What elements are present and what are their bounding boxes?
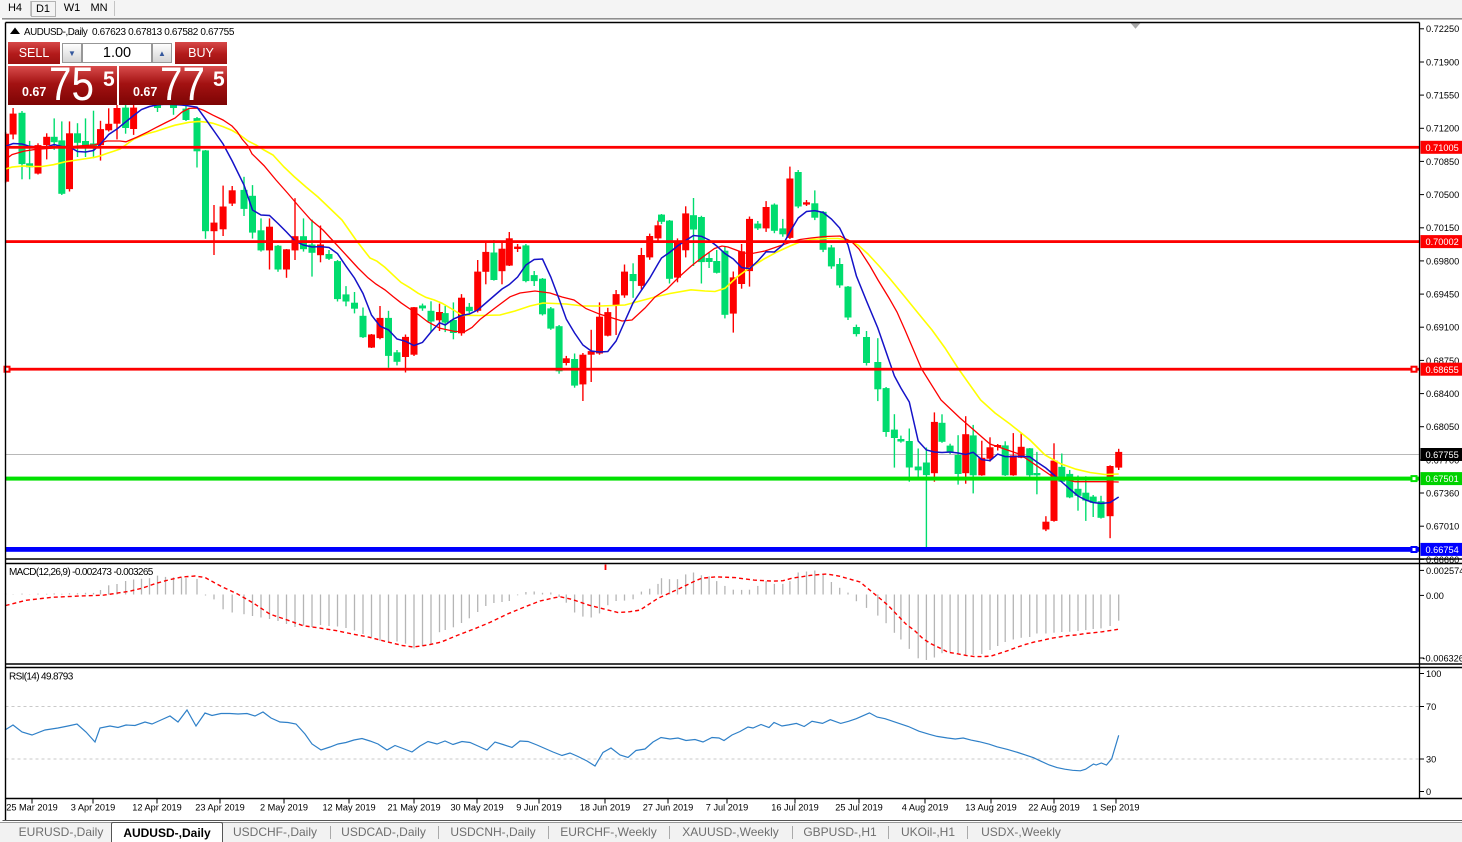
- svg-text:0.67360: 0.67360: [1426, 488, 1459, 498]
- svg-text:0.71200: 0.71200: [1426, 124, 1459, 134]
- svg-text:3 Apr 2019: 3 Apr 2019: [71, 803, 115, 813]
- svg-text:16 Jul 2019: 16 Jul 2019: [771, 803, 819, 813]
- svg-text:22 Aug 2019: 22 Aug 2019: [1028, 803, 1080, 813]
- svg-text:12 May 2019: 12 May 2019: [322, 803, 375, 813]
- svg-text:25 Jul 2019: 25 Jul 2019: [835, 803, 883, 813]
- svg-text:1 Sep 2019: 1 Sep 2019: [1092, 803, 1139, 813]
- svg-text:0.68750: 0.68750: [1426, 356, 1459, 366]
- svg-text:13 Aug 2019: 13 Aug 2019: [965, 803, 1017, 813]
- svg-text:0.66660: 0.66660: [1426, 555, 1459, 565]
- svg-text:0.69100: 0.69100: [1426, 323, 1459, 333]
- svg-text:0.67755: 0.67755: [1426, 450, 1459, 460]
- svg-text:AUDUSD-,Daily: AUDUSD-,Daily: [24, 27, 88, 38]
- svg-text:0.70850: 0.70850: [1426, 157, 1459, 167]
- svg-text:0.67623 0.67813 0.67582 0.6775: 0.67623 0.67813 0.67582 0.67755: [92, 27, 235, 38]
- svg-text:0.68400: 0.68400: [1426, 389, 1459, 399]
- svg-text:0: 0: [1426, 787, 1431, 797]
- svg-text:0.70150: 0.70150: [1426, 223, 1459, 233]
- svg-text:27 Jun 2019: 27 Jun 2019: [643, 803, 694, 813]
- svg-text:30: 30: [1426, 754, 1436, 764]
- svg-text:70: 70: [1426, 702, 1436, 712]
- svg-text:9 Jun 2019: 9 Jun 2019: [516, 803, 561, 813]
- svg-text:0.68655: 0.68655: [1426, 365, 1459, 375]
- svg-text:12 Apr 2019: 12 Apr 2019: [132, 803, 182, 813]
- svg-text:0.002574: 0.002574: [1426, 566, 1462, 576]
- svg-text:2 May 2019: 2 May 2019: [260, 803, 308, 813]
- svg-text:7 Jul 2019: 7 Jul 2019: [706, 803, 748, 813]
- svg-text:0.70002: 0.70002: [1426, 237, 1459, 247]
- svg-text:23 Apr 2019: 23 Apr 2019: [195, 803, 245, 813]
- svg-text:0.66754: 0.66754: [1426, 545, 1459, 555]
- svg-text:25 Mar 2019: 25 Mar 2019: [6, 803, 58, 813]
- svg-text:18 Jun 2019: 18 Jun 2019: [580, 803, 631, 813]
- svg-text:100: 100: [1426, 669, 1441, 679]
- svg-text:RSI(14) 49.8793: RSI(14) 49.8793: [9, 672, 74, 683]
- svg-text:-0.006326: -0.006326: [1423, 653, 1462, 663]
- svg-text:0.67501: 0.67501: [1426, 474, 1459, 484]
- svg-text:MACD(12,26,9) -0.002473 -0.003: MACD(12,26,9) -0.002473 -0.003265: [9, 567, 154, 578]
- svg-text:0.70500: 0.70500: [1426, 190, 1459, 200]
- svg-text:0.71550: 0.71550: [1426, 91, 1459, 101]
- svg-text:0.72250: 0.72250: [1426, 24, 1459, 34]
- svg-text:30 May 2019: 30 May 2019: [450, 803, 503, 813]
- svg-text:0.69800: 0.69800: [1426, 256, 1459, 266]
- svg-text:0.71900: 0.71900: [1426, 57, 1459, 67]
- svg-text:0.69450: 0.69450: [1426, 290, 1459, 300]
- svg-text:4 Aug 2019: 4 Aug 2019: [902, 803, 949, 813]
- svg-text:0.68050: 0.68050: [1426, 422, 1459, 432]
- svg-text:0.00: 0.00: [1426, 591, 1444, 601]
- svg-text:21 May 2019: 21 May 2019: [387, 803, 440, 813]
- svg-text:0.71005: 0.71005: [1426, 143, 1459, 153]
- svg-text:0.67010: 0.67010: [1426, 522, 1459, 532]
